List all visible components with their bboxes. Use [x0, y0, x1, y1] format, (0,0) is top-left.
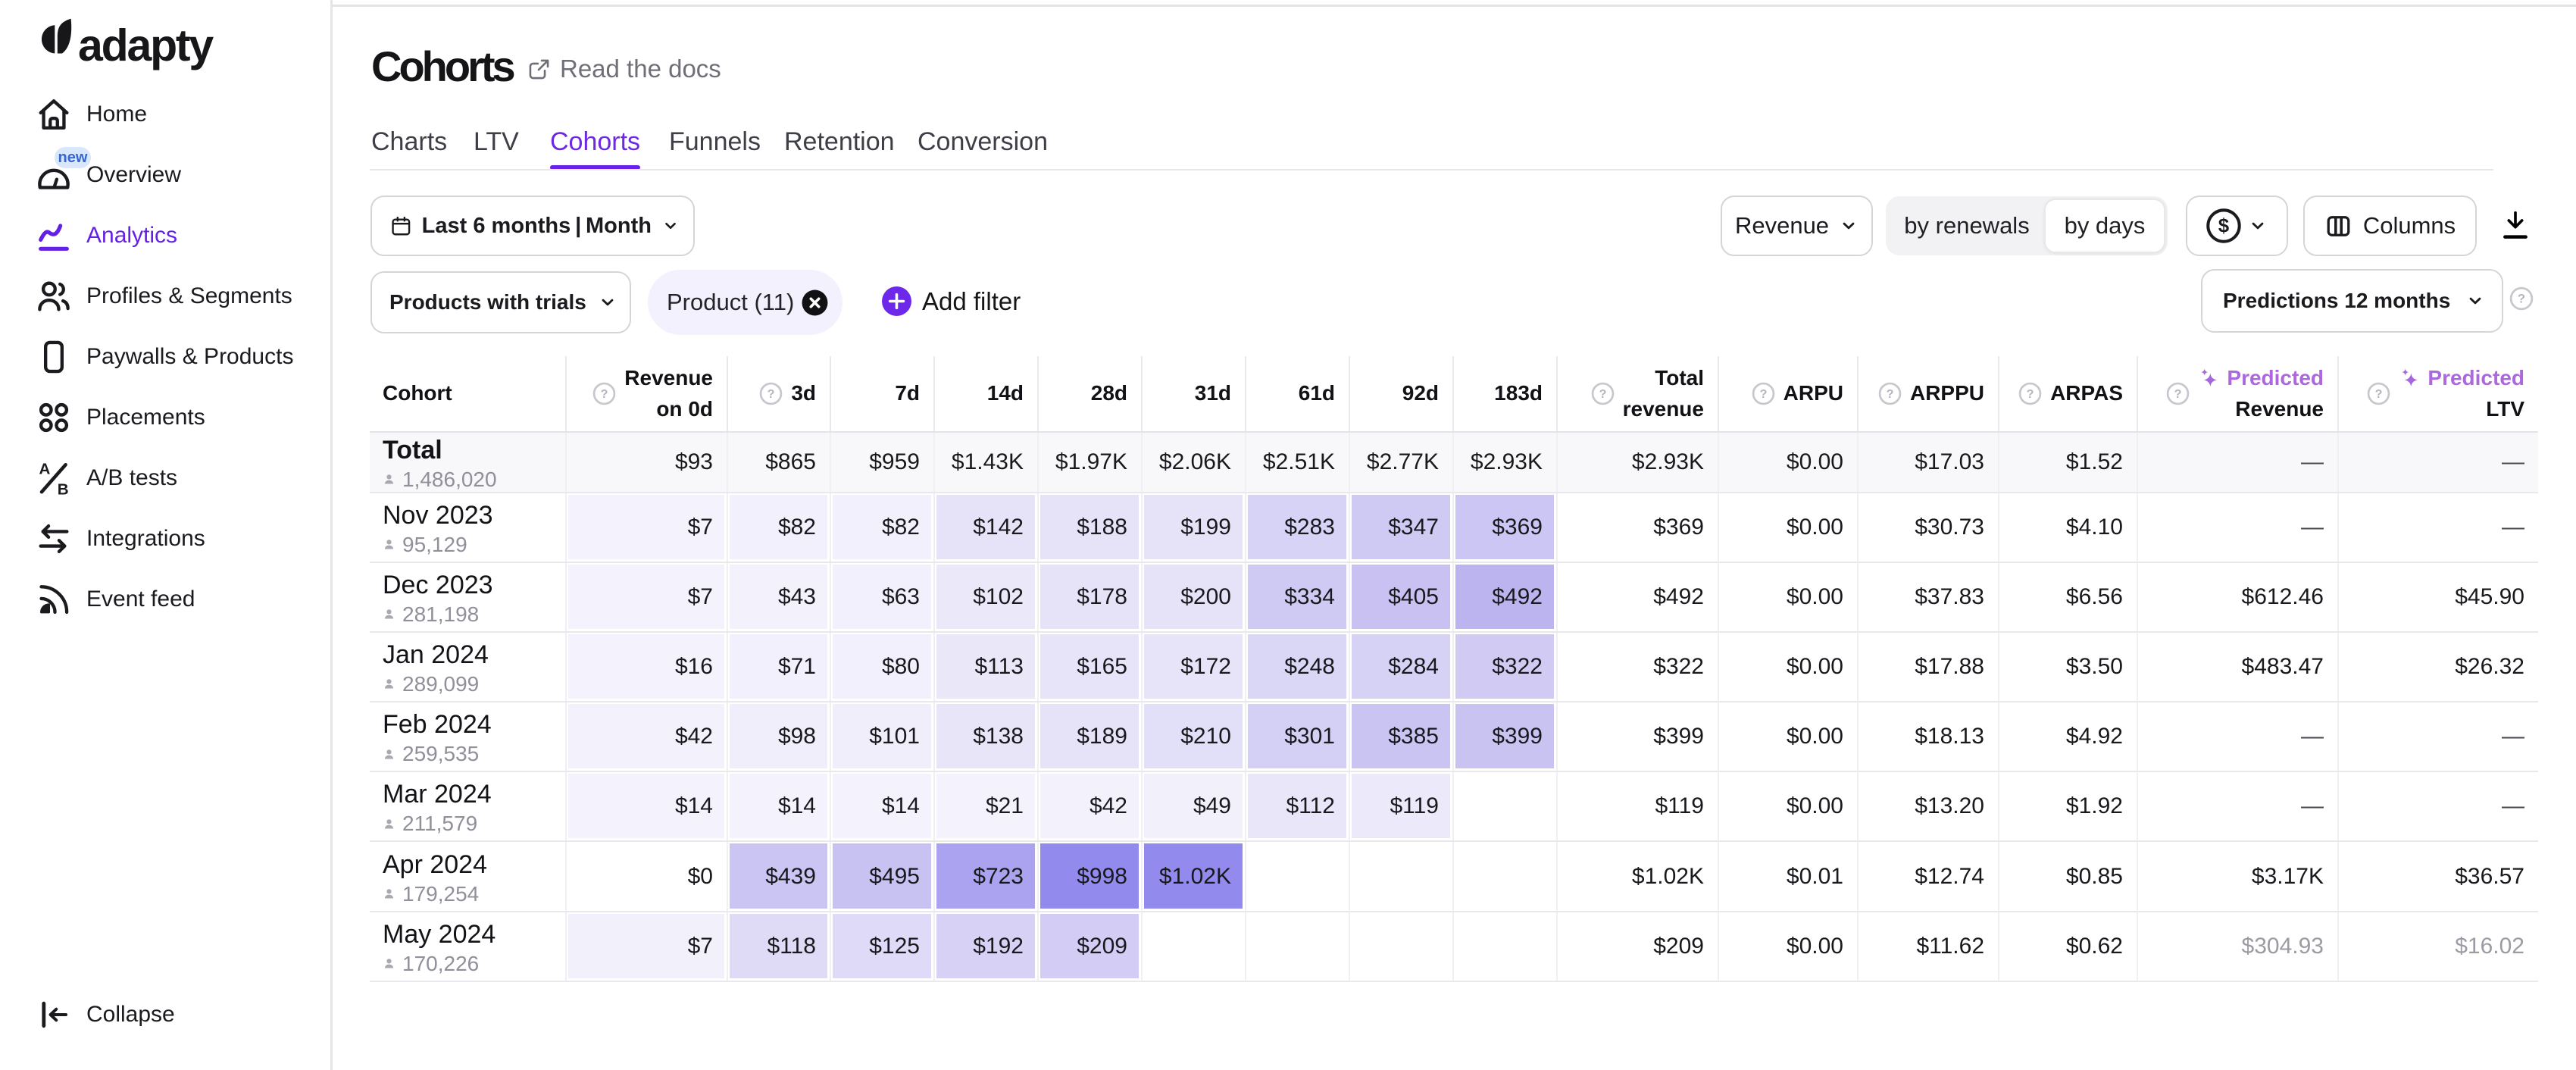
svg-text:$: $	[2218, 215, 2230, 236]
svg-text:A: A	[39, 461, 51, 478]
svg-text:?: ?	[1759, 387, 1767, 401]
svg-text:?: ?	[767, 387, 775, 401]
svg-text:B: B	[58, 481, 69, 498]
svg-text:?: ?	[1887, 387, 1894, 401]
svg-text:?: ?	[2174, 387, 2182, 401]
svg-text:?: ?	[601, 387, 608, 401]
svg-text:?: ?	[2518, 292, 2525, 306]
svg-text:?: ?	[2375, 387, 2383, 401]
svg-text:?: ?	[1599, 387, 1606, 401]
svg-text:?: ?	[2027, 387, 2034, 401]
